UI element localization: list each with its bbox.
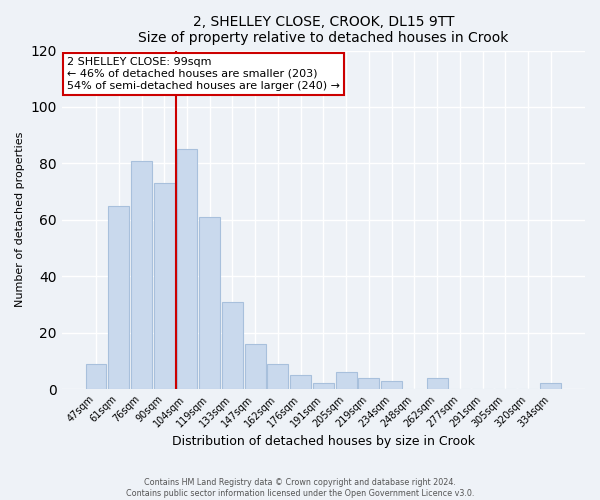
Bar xyxy=(313,384,334,389)
Bar xyxy=(427,378,448,389)
Bar xyxy=(154,183,175,389)
Title: 2, SHELLEY CLOSE, CROOK, DL15 9TT
Size of property relative to detached houses i: 2, SHELLEY CLOSE, CROOK, DL15 9TT Size o… xyxy=(138,15,509,45)
Bar xyxy=(109,206,129,389)
Bar xyxy=(335,372,356,389)
Bar xyxy=(131,160,152,389)
Bar xyxy=(358,378,379,389)
Bar xyxy=(290,375,311,389)
Bar xyxy=(268,364,289,389)
X-axis label: Distribution of detached houses by size in Crook: Distribution of detached houses by size … xyxy=(172,434,475,448)
Bar xyxy=(381,380,402,389)
Bar xyxy=(199,217,220,389)
Bar xyxy=(176,150,197,389)
Bar xyxy=(245,344,266,389)
Y-axis label: Number of detached properties: Number of detached properties xyxy=(15,132,25,308)
Bar xyxy=(222,302,243,389)
Text: Contains HM Land Registry data © Crown copyright and database right 2024.
Contai: Contains HM Land Registry data © Crown c… xyxy=(126,478,474,498)
Bar xyxy=(86,364,106,389)
Bar xyxy=(541,384,561,389)
Text: 2 SHELLEY CLOSE: 99sqm
← 46% of detached houses are smaller (203)
54% of semi-de: 2 SHELLEY CLOSE: 99sqm ← 46% of detached… xyxy=(67,58,340,90)
